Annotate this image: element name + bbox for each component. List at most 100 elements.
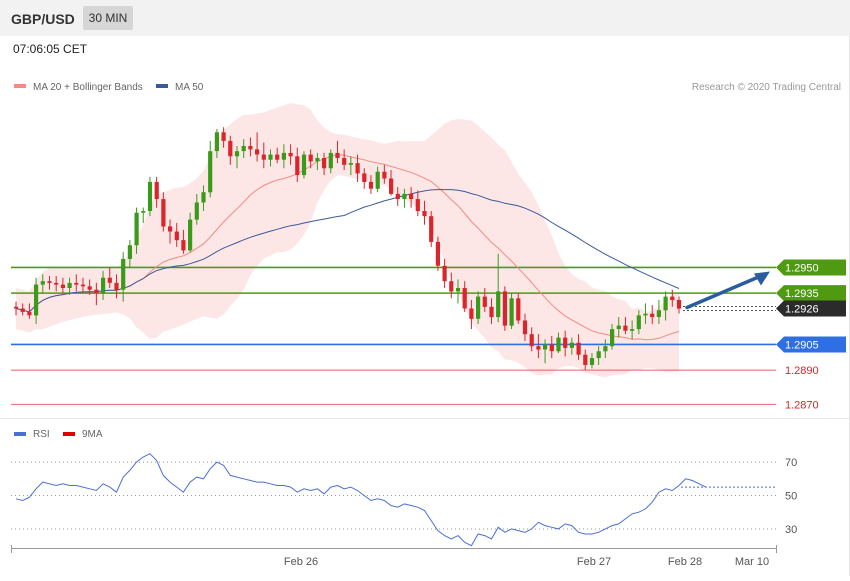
- candle: [375, 166, 380, 193]
- candle-body: [174, 231, 179, 241]
- candle: [261, 142, 266, 169]
- candle: [234, 146, 240, 169]
- candle-body: [482, 296, 487, 307]
- candle: [395, 187, 400, 206]
- candle: [362, 168, 367, 189]
- candle: [275, 147, 280, 164]
- candle: [636, 310, 641, 335]
- x-tick-label: Feb 28: [668, 556, 702, 568]
- candle-body: [630, 329, 635, 331]
- candle-body: [208, 151, 213, 193]
- candle: [268, 149, 273, 167]
- candle: [74, 274, 79, 292]
- candle: [616, 317, 621, 338]
- candle: [623, 317, 628, 335]
- candle-body: [94, 289, 99, 294]
- candle: [181, 229, 186, 254]
- candle: [596, 346, 601, 365]
- candle: [569, 337, 574, 355]
- candle-body: [40, 281, 45, 285]
- candle: [670, 289, 675, 307]
- candle-body: [422, 211, 427, 217]
- candle: [482, 288, 487, 312]
- x-tick-label: Feb 27: [577, 556, 611, 568]
- candle-body: [295, 156, 300, 176]
- level-tag-box: [776, 336, 846, 353]
- candle-body: [308, 154, 313, 162]
- candle: [174, 223, 179, 247]
- candle-body: [415, 199, 420, 212]
- candle: [415, 190, 420, 217]
- candle: [610, 323, 615, 350]
- candle-body: [623, 325, 628, 331]
- rsi-line: [15, 453, 707, 547]
- candle-body: [656, 310, 661, 317]
- candle: [308, 149, 313, 169]
- candle: [34, 277, 39, 324]
- candle-body: [60, 284, 65, 288]
- candle-body: [516, 298, 521, 321]
- candle: [402, 188, 407, 208]
- candle-body: [576, 342, 581, 355]
- level-tag-1.2935: 1.2935: [776, 285, 846, 302]
- candle-body: [362, 173, 367, 182]
- moving-averages: [15, 154, 680, 341]
- ma20-legend-label: MA 20 + Bollinger Bands: [33, 82, 143, 93]
- candle: [328, 149, 333, 174]
- candle-body: [80, 284, 86, 287]
- timeframe-badge[interactable]: 30 MIN: [83, 6, 133, 30]
- candle: [315, 152, 320, 170]
- candle-body: [214, 132, 219, 152]
- candle: [516, 293, 521, 324]
- ma50-legend-label: MA 50: [175, 82, 204, 93]
- candle-body: [603, 346, 608, 352]
- candle-body: [201, 192, 206, 203]
- candle-body: [134, 212, 139, 246]
- chart-area: MA 20 + Bollinger Bands MA 50 Research ©…: [0, 36, 850, 576]
- candle: [221, 127, 226, 148]
- credit-text: Research © 2020 Trading Central: [692, 82, 841, 93]
- candle: [288, 144, 293, 165]
- candle-body: [569, 342, 574, 348]
- level-label: 1.2890: [785, 365, 819, 377]
- rsi-ma-legend-swatch: [63, 432, 75, 436]
- candle: [583, 349, 588, 371]
- candle: [188, 212, 193, 253]
- candle-body: [375, 171, 380, 189]
- candle: [650, 305, 655, 324]
- candle-body: [315, 158, 320, 162]
- candle-body: [596, 351, 601, 359]
- candle: [80, 277, 86, 292]
- candle-body: [301, 154, 307, 176]
- candle-body: [27, 311, 32, 316]
- candle: [161, 192, 166, 232]
- candle-body: [20, 308, 25, 312]
- candle: [281, 144, 286, 169]
- candle-body: [610, 329, 615, 347]
- candle: [630, 320, 635, 340]
- candle-body: [188, 219, 193, 251]
- candle: [87, 279, 92, 295]
- candle-body: [181, 240, 186, 251]
- candle: [496, 253, 501, 323]
- candle: [214, 128, 219, 158]
- candle-body: [67, 282, 72, 288]
- rsi-tick-label: 70: [785, 457, 797, 469]
- candle: [134, 207, 139, 254]
- rsi-tick-label: 50: [785, 491, 797, 503]
- candle-body: [275, 154, 280, 160]
- price-chart: MA 20 + Bollinger Bands MA 50 Research ©…: [0, 36, 850, 576]
- x-tick-label: Mar 10: [735, 556, 769, 568]
- price-levels: [11, 266, 776, 405]
- level-tag-1.2870: 1.2870: [785, 399, 819, 411]
- candle: [13, 301, 19, 316]
- candle: [462, 281, 467, 312]
- level-tag-box: [776, 259, 846, 276]
- candle-body: [455, 288, 461, 292]
- candle: [449, 272, 454, 299]
- candle: [154, 176, 159, 208]
- bollinger-band-area: [16, 103, 679, 378]
- candle-body: [636, 315, 641, 330]
- candle: [20, 303, 25, 316]
- candle-body: [522, 320, 528, 335]
